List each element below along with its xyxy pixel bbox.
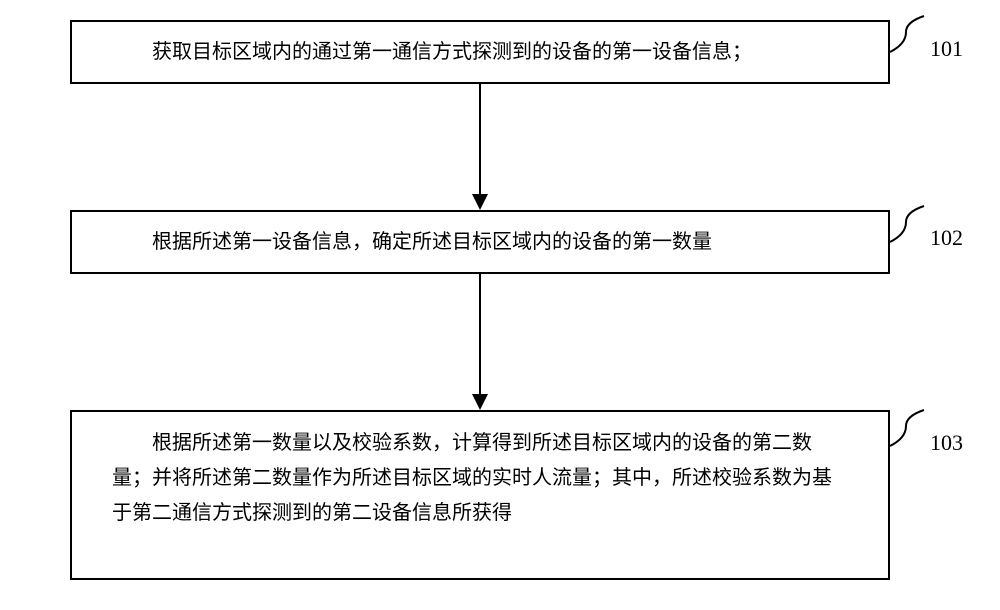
flowchart-step-3: 根据所述第一数量以及校验系数，计算得到所述目标区域内的设备的第二数量；并将所述第…	[70, 410, 890, 580]
arrow-2-head	[472, 394, 488, 410]
step-1-text: 获取目标区域内的通过第一通信方式探测到的设备的第一设备信息；	[112, 35, 752, 70]
step-1-label: 101	[930, 36, 963, 62]
step-2-label: 102	[930, 225, 963, 251]
flowchart-step-2: 根据所述第一设备信息，确定所述目标区域内的设备的第一数量	[70, 210, 890, 274]
step-3-label: 103	[930, 430, 963, 456]
arrow-2-line	[479, 274, 481, 394]
step-3-text: 根据所述第一数量以及校验系数，计算得到所述目标区域内的设备的第二数量；并将所述第…	[112, 432, 832, 524]
flowchart-step-1: 获取目标区域内的通过第一通信方式探测到的设备的第一设备信息；	[70, 20, 890, 84]
step-2-text: 根据所述第一设备信息，确定所述目标区域内的设备的第一数量	[112, 225, 712, 260]
arrow-1-line	[479, 84, 481, 194]
arrow-1-head	[472, 194, 488, 210]
flowchart-container: 获取目标区域内的通过第一通信方式探测到的设备的第一设备信息； 101 根据所述第…	[40, 20, 960, 590]
